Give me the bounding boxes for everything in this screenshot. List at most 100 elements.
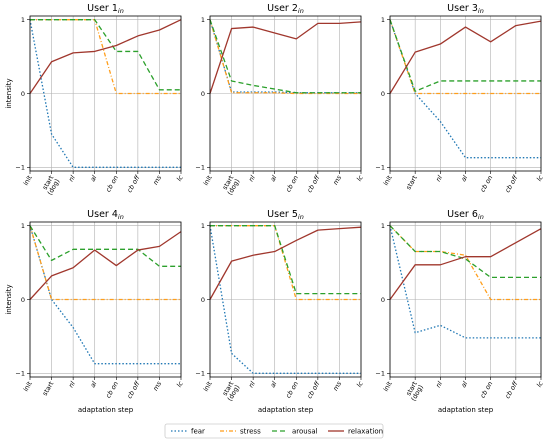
panel-title: User 2in — [267, 3, 304, 15]
series-line-relaxation — [389, 20, 542, 94]
panel-4: −1 0 1 init start nl al cb on cb off ms lc User 4in… — [5, 209, 185, 414]
series-line-arousal — [389, 19, 541, 92]
series-line-arousal — [210, 225, 361, 295]
y-tick-label: −1 — [375, 164, 385, 172]
y-tick-label: 0 — [381, 296, 385, 304]
x-tick-label: cb off — [305, 379, 322, 400]
panel-3: −1 0 1 init start nl al cb on cb off lc User 3in — [375, 3, 545, 194]
y-tick-label: 1 — [201, 222, 205, 230]
panel-title: User 5in — [267, 209, 304, 221]
panel-5: −1 0 1 init start(dog) nl al cb on cb off ms lc Use… — [195, 209, 365, 414]
y-tick-label: 1 — [201, 16, 205, 24]
series-line-relaxation — [209, 226, 362, 300]
y-tick-label: −1 — [195, 164, 205, 172]
x-tick-label: init — [22, 380, 34, 393]
x-tick-label: cb on — [479, 174, 495, 193]
series-line-relaxation — [29, 231, 182, 300]
y-tick-label: 0 — [21, 296, 25, 304]
x-axis-label: adaptation step — [78, 406, 134, 414]
x-tick-label: nl — [67, 380, 77, 389]
y-tick-label: 0 — [381, 90, 385, 98]
x-tick-label: ms — [151, 379, 163, 392]
x-tick-label: al — [269, 380, 279, 389]
x-tick-label: start(dog) — [220, 380, 242, 403]
y-tick-label: 1 — [381, 222, 385, 230]
x-tick-label: cb off — [305, 173, 322, 194]
x-tick-label: start — [404, 174, 419, 192]
x-tick-label: init — [382, 174, 394, 187]
panel-title: User 1in — [87, 3, 124, 15]
series-line-stress — [210, 225, 361, 301]
x-tick-label: lc — [355, 174, 365, 183]
series-line-stress — [30, 19, 181, 95]
y-axis-label: intensity — [5, 78, 13, 108]
x-axis-label: adaptation step — [258, 406, 314, 414]
series-line-arousal — [389, 225, 541, 279]
y-tick-label: −1 — [15, 164, 25, 172]
panel-6: −1 0 1 init start(dog) nl al cb on cb off lc User … — [375, 209, 545, 414]
legend-label-stress: stress — [240, 428, 261, 436]
x-tick-label: lc — [175, 174, 185, 183]
x-tick-label: al — [89, 174, 99, 183]
y-tick-label: 0 — [201, 296, 205, 304]
panel-title: User 6in — [447, 209, 484, 221]
panel-title: User 3in — [447, 3, 484, 15]
x-tick-label: start — [41, 380, 56, 398]
x-tick-label: cb off — [503, 173, 520, 194]
series-line-arousal — [29, 225, 181, 267]
y-tick-label: 1 — [21, 222, 25, 230]
panel-title: User 4in — [87, 209, 124, 221]
x-tick-label: al — [89, 380, 99, 389]
x-tick-label: nl — [67, 174, 77, 183]
x-tick-label: cb off — [125, 379, 142, 400]
x-tick-label: lc — [535, 174, 545, 183]
series-line-stress — [389, 19, 541, 95]
x-tick-label: cb on — [104, 380, 120, 399]
series-line-arousal — [209, 19, 361, 94]
x-tick-label: nl — [434, 174, 444, 183]
panel-1: −1 0 1 init start(dog) nl al cb on cb off ms lc Use… — [5, 3, 185, 196]
x-tick-label: init — [382, 380, 394, 393]
series-line-arousal — [30, 19, 181, 91]
legend-label-fear: fear — [191, 428, 205, 436]
legend: fear stress arousal relaxation — [164, 423, 384, 439]
x-tick-label: init — [22, 174, 34, 187]
x-tick-label: start(dog) — [220, 174, 242, 197]
y-axis-label: intensity — [5, 284, 13, 314]
x-tick-label: lc — [175, 380, 185, 389]
x-tick-label: cb on — [479, 380, 495, 399]
y-tick-label: 0 — [201, 90, 205, 98]
x-tick-label: init — [202, 174, 214, 187]
y-tick-label: 0 — [21, 90, 25, 98]
x-tick-label: start(dog) — [403, 380, 425, 403]
series-line-fear — [389, 19, 541, 159]
series-line-fear — [209, 225, 361, 374]
x-tick-label: al — [459, 380, 469, 389]
y-tick-label: −1 — [375, 370, 385, 378]
panel-2: −1 0 1 init start(dog) nl al cb on cb off ms lc Use… — [195, 3, 365, 196]
series-line-relaxation — [389, 228, 542, 300]
series-line-stress — [209, 19, 361, 95]
x-tick-label: cb off — [503, 379, 520, 400]
series-line-fear — [389, 225, 541, 339]
y-tick-label: −1 — [195, 370, 205, 378]
x-tick-label: nl — [247, 380, 257, 389]
x-tick-label: lc — [535, 380, 545, 389]
y-tick-label: −1 — [15, 370, 25, 378]
series-line-fear — [29, 19, 181, 168]
series-line-stress — [29, 225, 181, 301]
x-tick-label: al — [269, 174, 279, 183]
y-tick-label: 1 — [21, 16, 25, 24]
x-tick-label: start(dog) — [40, 174, 62, 197]
x-tick-label: init — [202, 380, 214, 393]
series-line-relaxation — [29, 19, 182, 94]
y-tick-label: 1 — [381, 16, 385, 24]
x-tick-label: cb off — [125, 173, 142, 194]
x-tick-label: nl — [434, 380, 444, 389]
x-tick-label: ms — [331, 379, 343, 392]
series-line-fear — [29, 225, 181, 365]
series-line-relaxation — [209, 21, 362, 94]
x-tick-label: cb on — [284, 174, 300, 193]
x-tick-label: cb on — [104, 174, 120, 193]
